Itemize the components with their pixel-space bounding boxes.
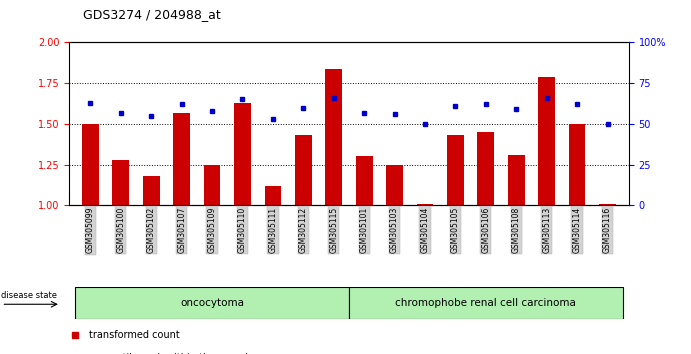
Text: GSM305109: GSM305109 [207,207,216,253]
Bar [113,160,129,205]
Text: GSM305107: GSM305107 [177,207,186,253]
Text: GSM305105: GSM305105 [451,207,460,253]
Text: GSM305100: GSM305100 [116,207,125,253]
Text: GSM305103: GSM305103 [390,207,399,253]
Text: GSM305115: GSM305115 [329,207,339,253]
Bar [386,165,403,205]
Text: GSM305102: GSM305102 [146,207,155,253]
Text: GSM305108: GSM305108 [512,207,521,253]
Text: GSM305099: GSM305099 [86,207,95,253]
Bar [599,204,616,205]
Text: GSM305101: GSM305101 [359,207,369,253]
Text: GSM305112: GSM305112 [299,207,307,253]
Bar [82,124,99,205]
Text: GSM305106: GSM305106 [482,207,491,253]
Bar [295,135,312,205]
Text: GDS3274 / 204988_at: GDS3274 / 204988_at [83,8,220,21]
Bar [356,156,372,205]
Text: GSM305116: GSM305116 [603,207,612,253]
Bar [508,155,524,205]
Text: GSM305110: GSM305110 [238,207,247,253]
Bar [538,77,555,205]
Bar [417,204,433,205]
Text: transformed count: transformed count [88,330,180,340]
Bar [477,132,494,205]
Bar [325,69,342,205]
Text: GSM305111: GSM305111 [268,207,277,253]
Text: percentile rank within the sample: percentile rank within the sample [88,353,254,354]
Text: oncocytoma: oncocytoma [180,298,244,308]
Text: GSM305104: GSM305104 [421,207,430,253]
Bar [75,287,349,319]
Bar [143,176,160,205]
Bar [173,113,190,205]
Bar [234,103,251,205]
Text: GSM305114: GSM305114 [573,207,582,253]
Bar [447,135,464,205]
Text: disease state: disease state [1,291,57,300]
Bar [204,165,220,205]
Bar [349,287,623,319]
Text: GSM305113: GSM305113 [542,207,551,253]
Bar [265,186,281,205]
Text: chromophobe renal cell carcinoma: chromophobe renal cell carcinoma [395,298,576,308]
Bar [569,124,585,205]
